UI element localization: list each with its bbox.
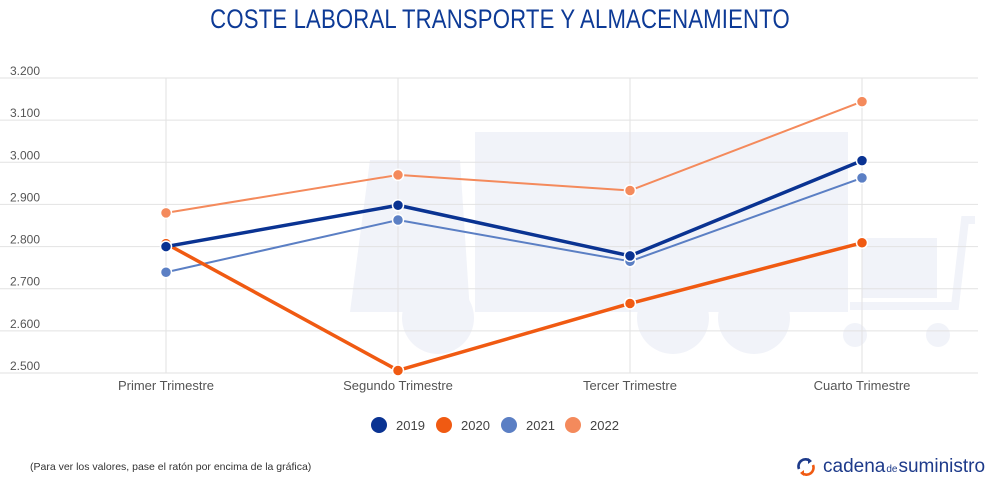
data-point-2019 [623,249,637,263]
data-point-2021 [159,266,173,279]
y-tick-label: 2.500 [10,359,40,373]
y-tick-label: 3.200 [10,64,40,78]
data-point-2021 [855,171,869,185]
data-point-2019 [159,240,173,253]
y-tick-label: 2.800 [10,233,40,247]
data-point-2020 [623,297,637,310]
data-point-2019 [391,199,405,212]
logo-text-cadena: cadena [823,456,886,477]
x-axis: Primer Trimestre Segundo Trimestre Tercer … [118,378,910,393]
series-2022 [159,95,869,220]
legend-label: 2022 [590,418,619,433]
y-tick-label: 3.100 [10,106,40,120]
legend-label: 2020 [461,418,490,433]
y-tick-label: 2.600 [10,317,40,331]
data-point-2022 [391,168,405,182]
cycle-arrows-icon [797,458,815,476]
legend-item-2021[interactable]: 2021 [501,417,555,433]
legend-item-2022[interactable]: 2022 [565,417,619,433]
y-axis: 2.500 2.600 2.700 2.800 2.900 3.000 3.100 3.200 [10,64,40,373]
logo-text-suministro: suministro [898,456,986,477]
brand-logo[interactable]: cadena de suministro [795,456,985,478]
legend-marker [436,417,452,433]
legend-marker [565,417,581,433]
logo-text-de: de [886,464,898,475]
chart-title: COSTE LABORAL TRANSPORTE Y ALMACENAMIENT… [210,4,790,34]
legend-item-2019[interactable]: 2019 [371,417,425,433]
series-line-2019 [165,158,863,258]
legend: 2019 2020 2021 2022 [371,417,619,433]
y-tick-label: 3.000 [10,148,40,162]
x-tick-label: Cuarto Trimestre [814,378,911,393]
footnote: (Para ver los valores, pase el ratón por… [30,461,312,473]
data-point-2022 [159,206,173,220]
data-point-2022 [855,95,869,108]
series-2019 [159,154,869,263]
series-line-2021 [165,176,863,274]
legend-marker [501,417,517,433]
data-point-2022 [623,184,637,197]
data-point-2020 [391,364,405,377]
legend-label: 2021 [526,418,555,433]
legend-item-2020[interactable]: 2020 [436,417,490,433]
x-tick-label: Segundo Trimestre [343,378,453,393]
legend-label: 2019 [396,418,425,433]
y-tick-label: 2.700 [10,275,40,289]
y-tick-label: 2.900 [10,190,40,204]
data-point-2021 [391,213,405,227]
data-point-2020 [855,236,869,250]
x-tick-label: Tercer Trimestre [583,378,677,393]
series-line-2022 [165,100,863,214]
x-tick-label: Primer Trimestre [118,378,214,393]
legend-marker [371,417,387,433]
series-group [159,95,869,377]
series-line-2020 [165,241,863,373]
data-point-2019 [855,154,869,167]
